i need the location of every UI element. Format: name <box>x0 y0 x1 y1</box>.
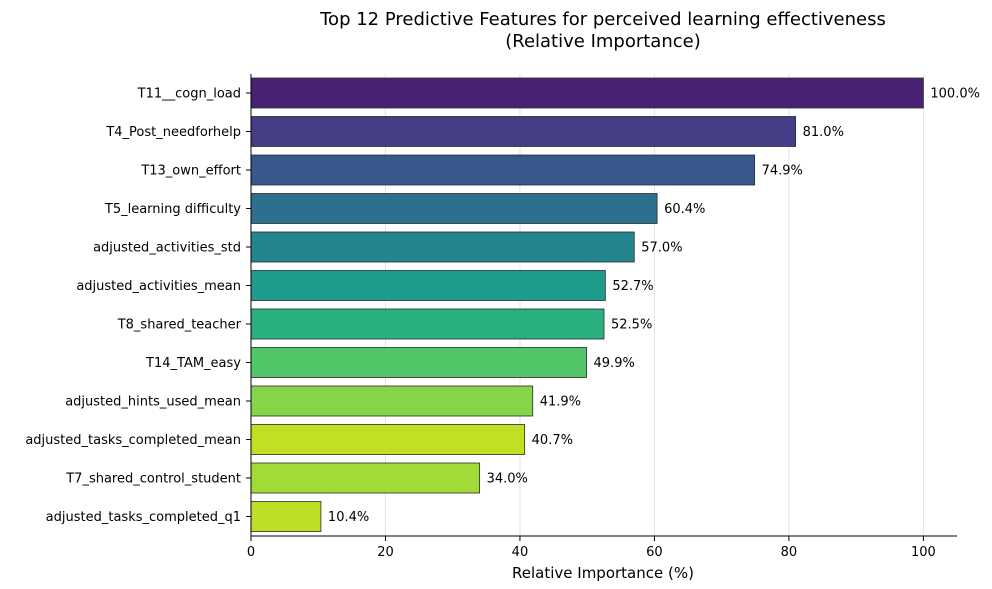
y-tick-label: T7_shared_control_student <box>65 472 241 487</box>
bar <box>250 270 606 301</box>
bar <box>250 154 756 186</box>
x-axis-title: Relative Importance (%) <box>512 564 694 582</box>
bar-value-label: 57.0% <box>641 241 682 256</box>
bar-value-label: 10.4% <box>328 510 369 525</box>
y-tick-label: adjusted_activities_std <box>93 241 241 256</box>
bar-value-label: 74.9% <box>762 164 803 179</box>
bars <box>250 77 924 532</box>
y-tick-label: T13_own_effort <box>140 164 241 179</box>
bar-value-label: 34.0% <box>487 472 528 487</box>
x-tick-label: 20 <box>377 545 394 560</box>
axes <box>250 74 957 537</box>
y-tick-label: T8_shared_teacher <box>117 318 242 333</box>
bar-value-label: 40.7% <box>532 433 573 448</box>
bar <box>250 385 534 417</box>
y-tick-label: adjusted_tasks_completed_mean <box>25 433 241 448</box>
chart-subtitle: (Relative Importance) <box>505 31 701 52</box>
value-labels: 100.0% 81.0% 74.9% 60.4% 57.0% 52.7% 52.5% 49.9… <box>328 87 980 526</box>
bar-value-label: 49.9% <box>594 356 635 371</box>
y-tick-label: T5_learning difficulty <box>104 202 241 217</box>
x-tick-label: 100 <box>911 545 936 560</box>
bar <box>250 77 924 109</box>
x-tick-label: 60 <box>646 545 663 560</box>
bar-value-label: 81.0% <box>803 125 844 140</box>
x-tick-label: 80 <box>781 545 798 560</box>
x-ticks: 0 20 40 60 80 100 <box>247 536 936 560</box>
y-tick-label: T4_Post_needforhelp <box>105 125 241 140</box>
bar-value-label: 41.9% <box>540 395 581 410</box>
y-tick-label: adjusted_hints_used_mean <box>65 395 241 410</box>
bar <box>250 347 587 378</box>
bar <box>250 308 605 340</box>
bar-value-label: 60.4% <box>664 202 705 217</box>
chart-title: Top 12 Predictive Features for perceived… <box>319 9 886 30</box>
bar <box>250 501 322 532</box>
y-tick-label: adjusted_activities_mean <box>76 279 241 294</box>
x-tick-label: 40 <box>512 545 529 560</box>
x-tick-label: 0 <box>247 545 255 560</box>
bar-value-label: 100.0% <box>930 87 980 102</box>
bar <box>250 231 635 263</box>
bar <box>250 116 797 147</box>
bar <box>250 462 481 494</box>
bar-value-label: 52.7% <box>612 279 653 294</box>
y-tick-label: adjusted_tasks_completed_q1 <box>46 510 241 525</box>
bar <box>250 193 658 224</box>
y-tick-labels: T11__cogn_load T4_Post_needforhelp T13_own… <box>25 87 251 525</box>
y-tick-label: T14_TAM_easy <box>145 356 241 371</box>
y-tick-label: T11__cogn_load <box>137 87 241 102</box>
bar <box>250 424 526 455</box>
bar-value-label: 52.5% <box>611 318 652 333</box>
